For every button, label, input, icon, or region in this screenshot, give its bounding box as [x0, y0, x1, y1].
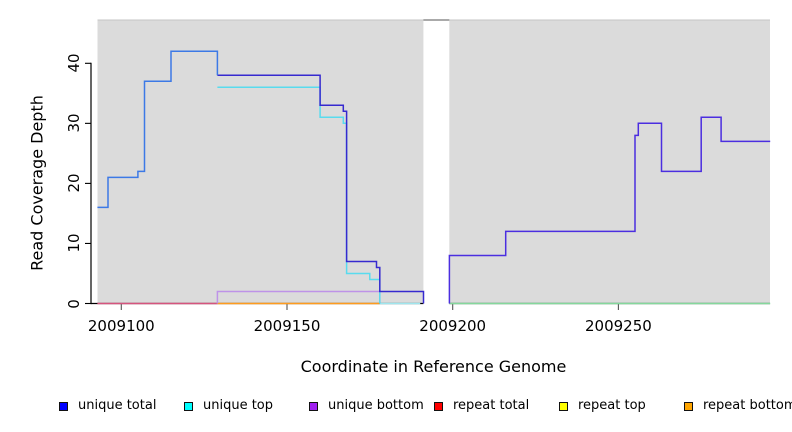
legend: unique total unique top unique bottom re… — [0, 398, 792, 418]
legend-item-repeat-top: repeat top — [559, 398, 646, 414]
y-tick-label: 30 — [65, 113, 83, 133]
y-tick-label: 20 — [65, 173, 83, 193]
x-tick-label: 2009100 — [87, 317, 155, 335]
legend-item-unique-bottom: unique bottom — [309, 398, 424, 414]
x-tick-label: 2009150 — [253, 317, 321, 335]
legend-label: unique top — [203, 398, 274, 413]
legend-label: unique bottom — [328, 398, 424, 413]
legend-item-repeat-total: repeat total — [434, 398, 529, 414]
legend-item-unique-top: unique top — [184, 398, 273, 414]
legend-label: repeat top — [578, 398, 646, 413]
y-tick-label: 40 — [65, 53, 83, 73]
y-axis-title: Read Coverage Depth — [27, 95, 47, 271]
unique-bottom-swatch-icon — [309, 401, 318, 411]
y-tick-label: 0 — [65, 298, 83, 309]
legend-label: unique total — [78, 398, 157, 413]
masked-region-band — [423, 20, 450, 305]
unique-top-swatch-icon — [184, 401, 193, 411]
x-axis-title: Coordinate in Reference Genome — [300, 357, 567, 376]
repeat-bottom-swatch-icon — [684, 401, 693, 411]
y-tick-label: 10 — [65, 233, 83, 253]
legend-item-unique-total: unique total — [59, 398, 156, 414]
legend-label: repeat bottom — [703, 398, 792, 413]
series-line-unique-total-left — [97, 50, 219, 209]
legend-label: repeat total — [453, 398, 530, 413]
x-tick-label: 2009250 — [584, 317, 652, 335]
x-tick-label: 2009200 — [419, 317, 487, 335]
legend-item-repeat-bottom: repeat bottom — [684, 398, 792, 414]
repeat-total-swatch-icon — [434, 401, 443, 411]
series-line-unique-total-right — [448, 116, 771, 304]
repeat-top-swatch-icon — [559, 401, 568, 411]
series-line-unique-total-mid — [217, 74, 425, 304]
unique-total-swatch-icon — [59, 401, 68, 411]
